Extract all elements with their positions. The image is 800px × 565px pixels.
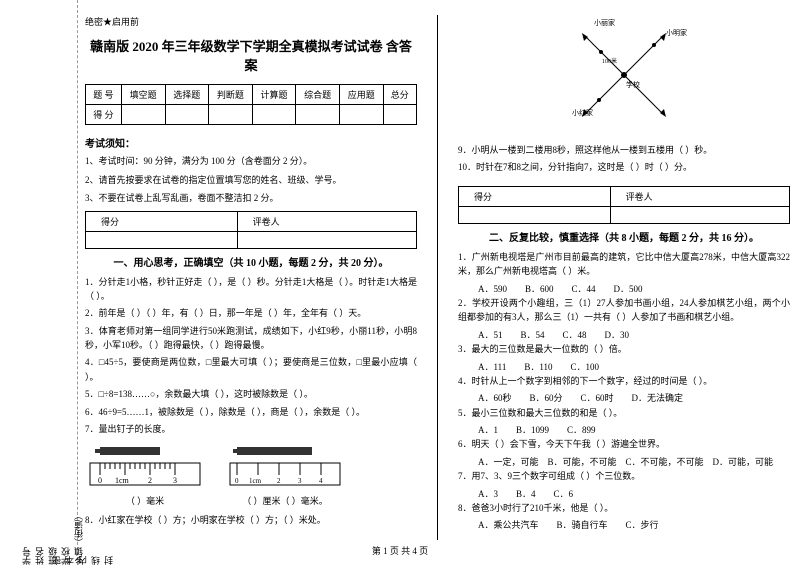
notice-item: 3、不要在试卷上乱写乱画，卷面不整洁扣 2 分。: [85, 192, 417, 206]
question: 8．爸爸3小时行了210千米，他是（ ）。: [458, 501, 790, 515]
secret-label: 绝密★启用前: [85, 15, 417, 28]
section1-title: 一、用心思考，正确填空（共 10 小题，每题 2 分，共 20 分）。: [85, 254, 417, 269]
question: 7．用7、3、9三个数字可组成（ ）个三位数。: [458, 469, 790, 483]
options: A．60秒 B．60分 C．60时 D．无法确定: [458, 391, 790, 405]
svg-text:2: 2: [277, 477, 281, 485]
page-footer: 第 1 页 共 4 页: [0, 544, 800, 557]
question: 1．分针走1小格，秒针正好走（ ），是（ ）秒。分针走1大格是（ ）。时针走1大…: [85, 275, 417, 304]
notice-title: 考试须知：: [85, 135, 417, 150]
question: 3．体育老师对第一组同学进行50米跑测试，成绩如下，小红9秒，小丽11秒，小明8…: [85, 324, 417, 353]
question: 10．时针在7和8之间，分针指向7，这时是（ ）时（ ）分。: [458, 160, 790, 174]
bind-inner: 本: [63, 0, 76, 565]
question: 6．46÷9=5……1，被除数是（ ），除数是（ ），商是（ ），余数是（ ）。: [85, 405, 417, 419]
svg-text:1cm: 1cm: [249, 477, 262, 485]
options: A．590 B．600 C．44 D．500: [458, 282, 790, 296]
ruler-image: 0 1cm 2 3: [85, 445, 205, 490]
options: A．111 B．110 C．100: [458, 360, 790, 374]
svg-text:0: 0: [235, 477, 239, 485]
question: 6．明天（ ）会下雪，今天下午我（ ）游遍全世界。: [458, 437, 790, 451]
question: 7．量出钉子的长度。: [85, 422, 417, 436]
compass-diagram: 小丽家 小明家 小红家 学校 100米: [554, 15, 694, 135]
question: 5．最小三位数和最大三位数的和是（ ）。: [458, 406, 790, 420]
bind-inner: 密: [50, 0, 63, 565]
svg-text:小明家: 小明家: [666, 28, 687, 37]
exam-title: 赣南版 2020 年三年级数学下学期全真模拟考试试卷 含答案: [85, 36, 417, 74]
question: 8．小红家在学校（ ）方；小明家在学校（ ）方；（ ）米处。: [85, 513, 417, 527]
question: 4．□45÷5，要使商是两位数，□里最大可填（ ）；要使商是三位数，□里最小应填…: [85, 355, 417, 384]
question: 5．□÷8=138……○，余数最大填（ ），这时被除数是（ ）。: [85, 387, 417, 401]
svg-text:100米: 100米: [602, 57, 617, 65]
svg-text:3: 3: [173, 476, 177, 485]
eval-table: 得分评卷人: [85, 211, 417, 249]
score-table: 题 号填空题 选择题判断题 计算题综合题 应用题总分 得 分: [85, 84, 417, 125]
options: A．1 B．1099 C．899: [458, 423, 790, 437]
svg-text:2: 2: [148, 476, 152, 485]
question: 2．学校开设两个小趣组，三（1）27人参加书画小组，24人参加棋艺小组，两个小组…: [458, 296, 790, 325]
ruler-label: （ ）毫米: [85, 494, 205, 507]
notice-item: 1、考试时间：90 分钟，满分为 100 分（含卷面分 2 分）。: [85, 155, 417, 169]
svg-text:0: 0: [98, 476, 102, 485]
bind-label: 姓名: [33, 0, 46, 565]
question: 1．广州新电视塔是广州市目前最高的建筑，它比中信大厦高278米，中信大厦高322…: [458, 250, 790, 279]
options: A．乘公共汽车 B．骑自行车 C．步行: [458, 518, 790, 532]
svg-text:小红家: 小红家: [572, 108, 593, 117]
notice-item: 2、请首先按要求在试卷的指定位置填写您的姓名、班级、学号。: [85, 174, 417, 188]
question: 9．小明从一楼到二楼用8秒，照这样他从一楼到五楼用（ ）秒。: [458, 143, 790, 157]
question: 3．最大的三位数是最大一位数的（ ）倍。: [458, 342, 790, 356]
section2-title: 二、反复比较，慎重选择（共 8 小题，每题 2 分，共 16 分）。: [458, 229, 790, 244]
svg-text:4: 4: [319, 477, 323, 485]
ruler-label: （ ）厘米（ ）毫米。: [225, 494, 345, 507]
svg-text:3: 3: [298, 477, 302, 485]
options: A．51 B．54 C．48 D．30: [458, 328, 790, 342]
options: A．3 B．4 C．6: [458, 487, 790, 501]
bind-label: 学号: [20, 0, 33, 565]
svg-text:学校: 学校: [626, 80, 640, 89]
ruler-image: 0 1cm 2 3 4: [225, 445, 345, 490]
options: A．一定，可能 B．可能，不可能 C．不可能，不可能 D．可能，可能: [458, 455, 790, 469]
svg-text:小丽家: 小丽家: [594, 18, 615, 27]
question: 2．前年是（ ）（ ）年，有（ ）日，那一年是（ ）年，全年有（ ）天。: [85, 306, 417, 320]
eval-table: 得分评卷人: [458, 186, 790, 224]
svg-text:1cm: 1cm: [115, 476, 130, 485]
question: 4．时针从上一个数字到相邻的下一个数字，经过的时间是（ ）。: [458, 374, 790, 388]
